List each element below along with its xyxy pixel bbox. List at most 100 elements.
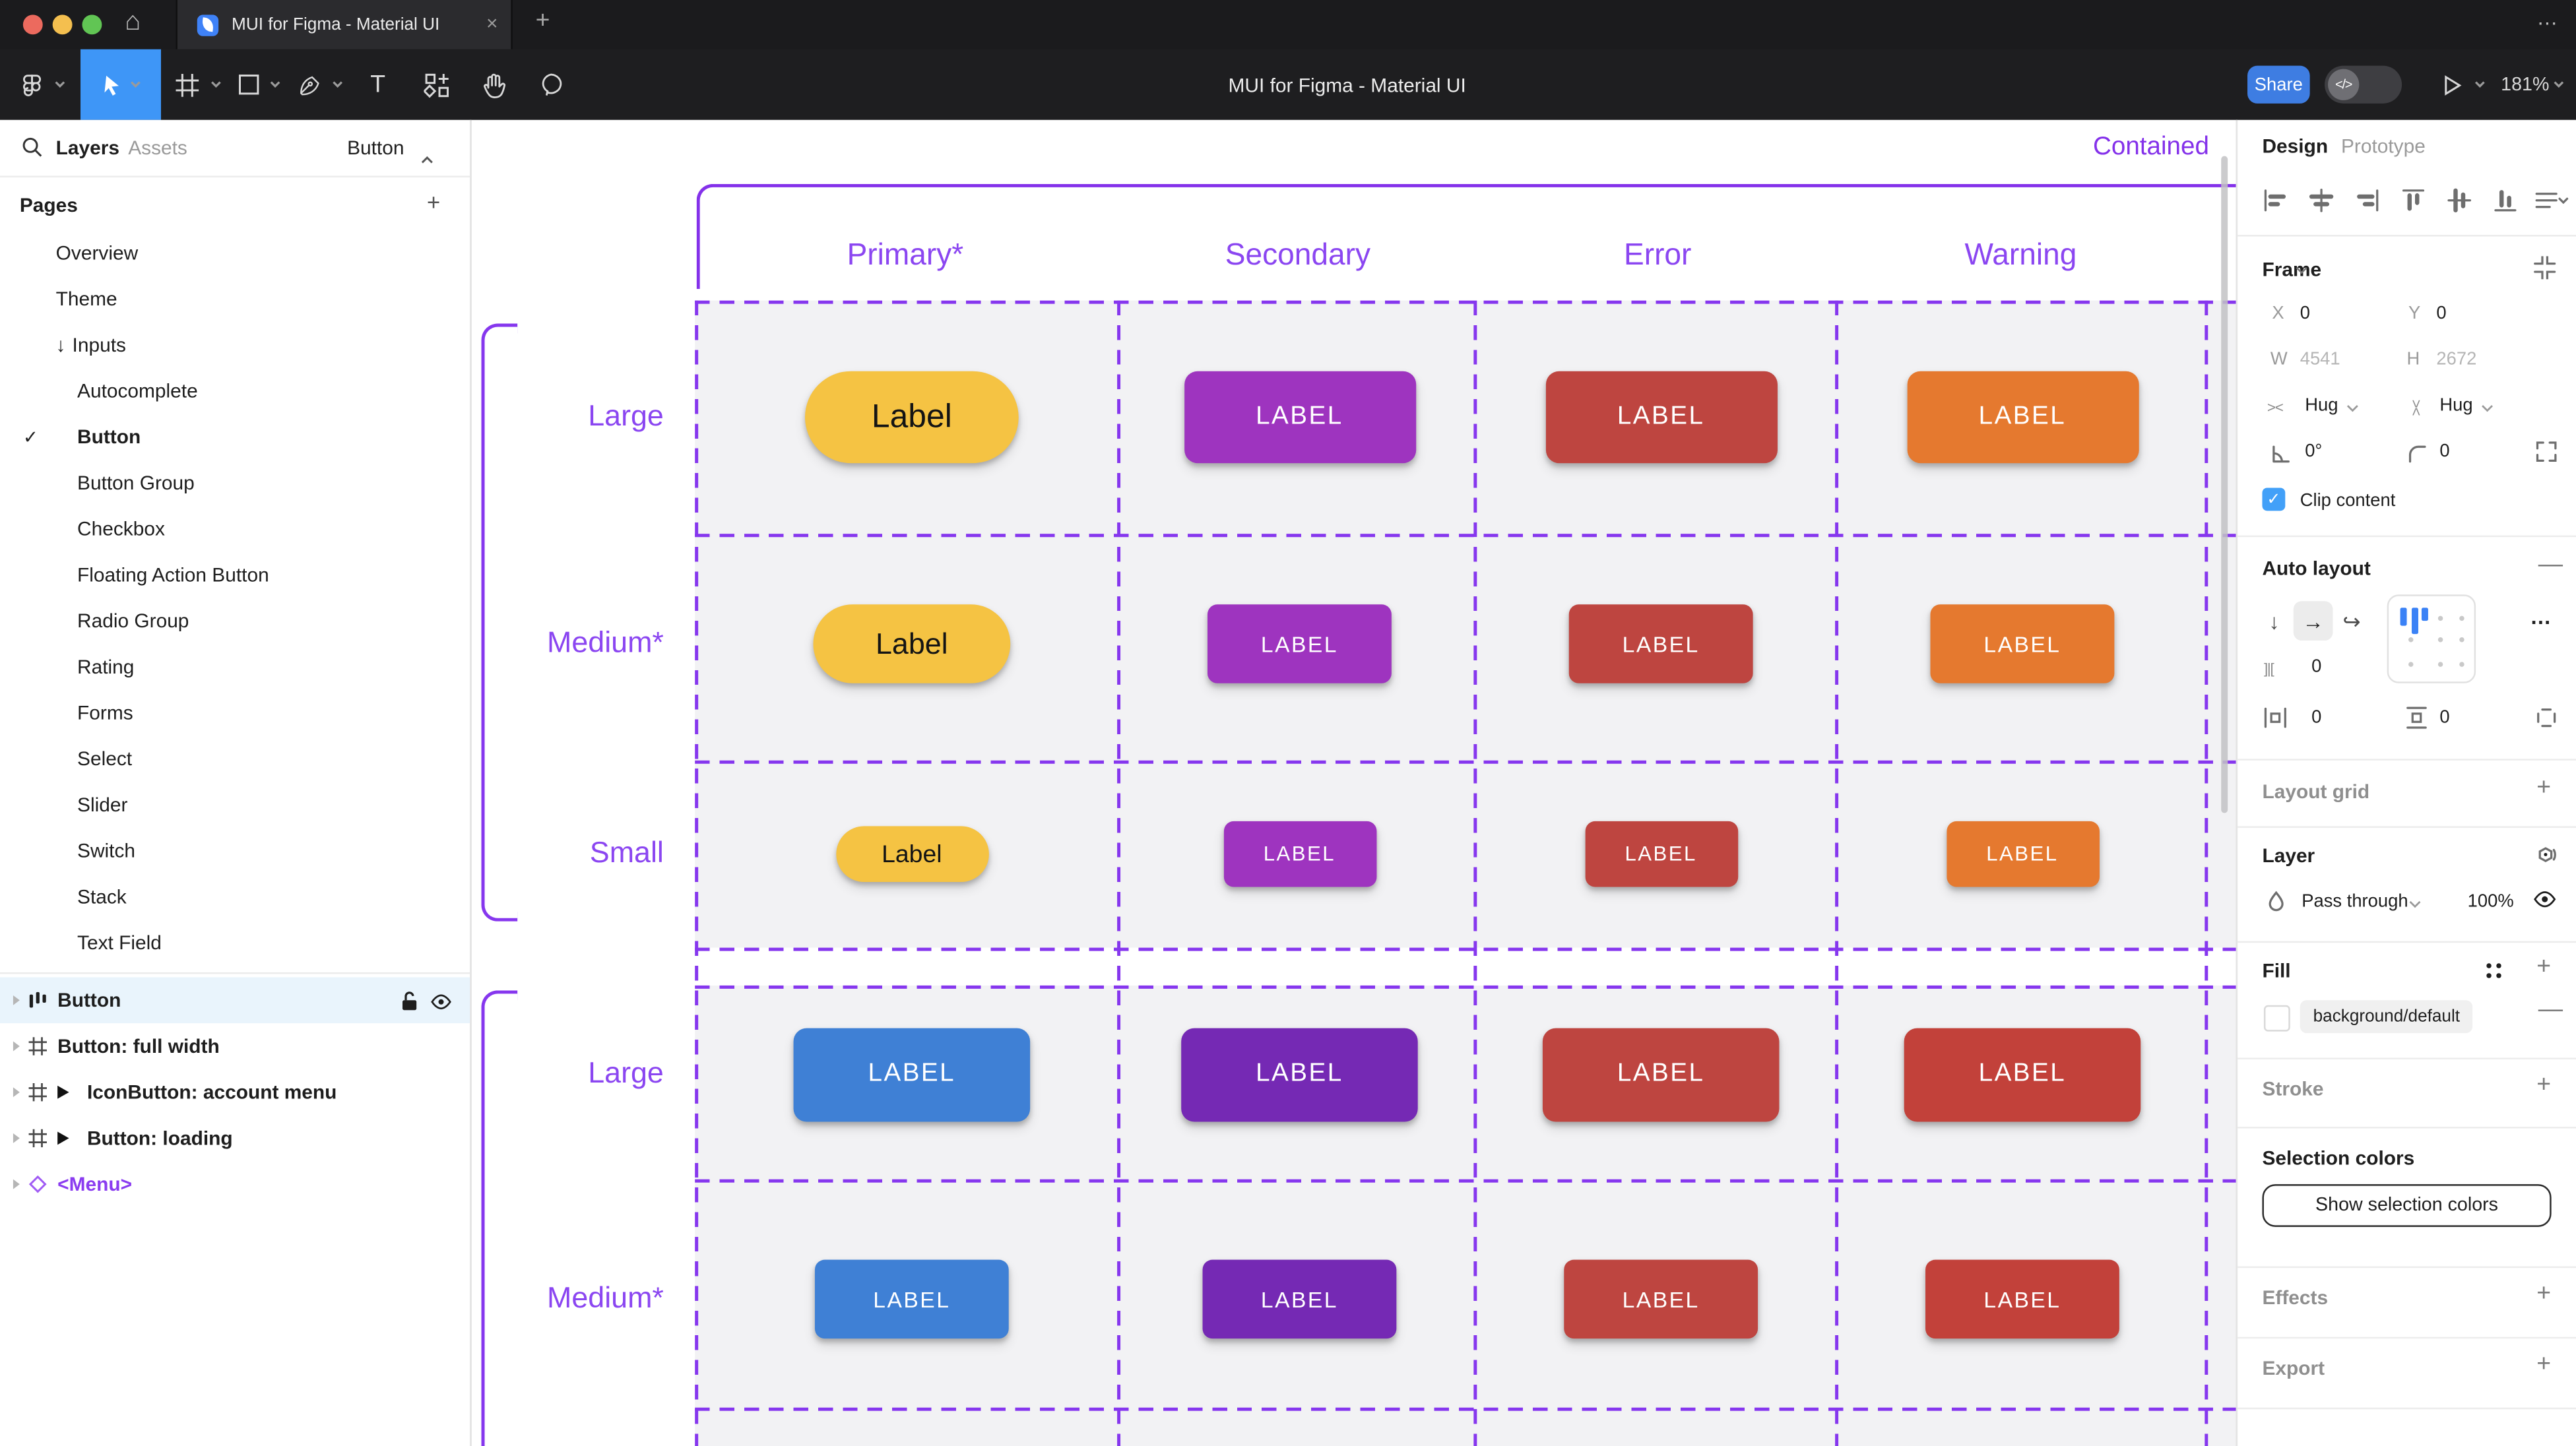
pen-tool-button[interactable]: [294, 49, 324, 120]
canvas-button[interactable]: LABEL: [814, 1259, 1009, 1339]
remove-auto-layout-button[interactable]: —: [2538, 550, 2563, 579]
auto-layout-wrap-icon[interactable]: ↩: [2342, 609, 2361, 635]
canvas-button[interactable]: LABEL: [1904, 1027, 2141, 1121]
h-value[interactable]: 2672: [2436, 350, 2477, 370]
add-effect-button[interactable]: +: [2536, 1279, 2552, 1307]
page-item-overview[interactable]: Overview: [0, 230, 470, 276]
frame-section-title[interactable]: Frame: [2262, 257, 2322, 281]
canvas-button[interactable]: LABEL: [1925, 1259, 2119, 1339]
text-tool-button[interactable]: T: [370, 71, 386, 99]
tidy-up-icon[interactable]: [2533, 185, 2569, 223]
add-page-button[interactable]: +: [426, 189, 441, 216]
page-selector-chevron-up-icon[interactable]: [420, 143, 434, 173]
chevron-right-icon[interactable]: [13, 995, 20, 1005]
canvas-button[interactable]: LABEL: [1223, 821, 1376, 887]
canvas-scrollbar[interactable]: [2220, 156, 2228, 813]
canvas-button[interactable]: LABEL: [1564, 1259, 1758, 1339]
layer-visibility-eye-icon[interactable]: [2533, 890, 2556, 908]
frame-name-label[interactable]: Contained: [2093, 133, 2209, 162]
add-layout-grid-button[interactable]: +: [2536, 773, 2552, 802]
horizontal-padding-value[interactable]: 0: [2311, 708, 2322, 728]
blend-mode-chevron-icon[interactable]: [2408, 900, 2422, 908]
individual-padding-icon[interactable]: [2535, 707, 2558, 730]
w-value[interactable]: 4541: [2300, 350, 2340, 370]
page-item-radio-group[interactable]: Radio Group: [0, 598, 470, 644]
gap-value[interactable]: 0: [2311, 656, 2322, 677]
auto-layout-right-icon[interactable]: →: [2293, 601, 2333, 641]
resources-tool-button[interactable]: [420, 49, 453, 120]
clip-content-checkbox[interactable]: ✓: [2262, 487, 2286, 511]
zoom-level[interactable]: 181%: [2501, 75, 2550, 95]
page-item-forms[interactable]: Forms: [0, 690, 470, 736]
blend-mode-badge-icon[interactable]: [2533, 842, 2558, 867]
layer-item-button-full-width[interactable]: Button: full width: [0, 1023, 470, 1069]
x-value[interactable]: 0: [2300, 303, 2310, 324]
dev-mode-toggle[interactable]: </>: [2325, 65, 2402, 104]
align-top-icon[interactable]: [2399, 185, 2428, 223]
layer-item--menu-[interactable]: <Menu>: [0, 1161, 470, 1207]
fill-color-swatch[interactable]: [2263, 1005, 2290, 1032]
auto-layout-down-icon[interactable]: ↓: [2269, 609, 2280, 635]
canvas-button[interactable]: LABEL: [1906, 371, 2139, 464]
align-vertical-center-icon[interactable]: [2445, 185, 2474, 223]
show-selection-colors-button[interactable]: Show selection colors: [2262, 1184, 2552, 1227]
canvas-button[interactable]: Label: [813, 604, 1011, 683]
shape-tool-button[interactable]: [235, 49, 261, 120]
fill-style-pill[interactable]: background/default: [2300, 1000, 2473, 1034]
move-tool-button[interactable]: [80, 49, 162, 120]
main-menu-chevron-icon[interactable]: [51, 49, 67, 120]
align-bottom-icon[interactable]: [2491, 185, 2521, 223]
unlock-icon[interactable]: [401, 990, 419, 1017]
page-item-button[interactable]: ✓ Button: [0, 414, 470, 460]
pen-tool-chevron-icon[interactable]: [329, 49, 345, 120]
page-selector[interactable]: Button: [347, 136, 404, 160]
fill-styles-icon[interactable]: [2484, 961, 2504, 981]
canvas-button[interactable]: Label: [835, 826, 988, 883]
layer-item-button[interactable]: Button: [0, 977, 470, 1024]
chevron-right-icon[interactable]: [13, 1133, 20, 1143]
hug-v-chevron-icon[interactable]: [2481, 404, 2494, 412]
opacity-value[interactable]: 100%: [2467, 891, 2514, 912]
frame-tool-chevron-icon[interactable]: [207, 49, 224, 120]
minimize-window-button[interactable]: [52, 15, 73, 35]
present-button[interactable]: [2438, 49, 2464, 120]
chevron-right-icon[interactable]: [13, 1087, 20, 1098]
hug-h-chevron-icon[interactable]: [2346, 404, 2359, 412]
main-menu-figma-icon[interactable]: [13, 49, 49, 120]
present-chevron-icon[interactable]: [2471, 49, 2488, 120]
hug-horizontal-value[interactable]: Hug: [2305, 396, 2338, 416]
frame-tool-button[interactable]: [174, 49, 201, 120]
align-right-icon[interactable]: [2352, 185, 2382, 223]
tab-assets[interactable]: Assets: [128, 136, 187, 160]
blend-mode-value[interactable]: Pass through: [2302, 891, 2408, 912]
chevron-right-icon[interactable]: [13, 1041, 20, 1052]
tab-design[interactable]: Design: [2262, 135, 2329, 158]
comment-tool-button[interactable]: [534, 49, 567, 120]
canvas-button[interactable]: LABEL: [1183, 371, 1415, 464]
hug-vertical-value[interactable]: Hug: [2439, 396, 2473, 416]
home-icon[interactable]: ⌂: [125, 8, 141, 36]
page-item-floating-action-button[interactable]: Floating Action Button: [0, 552, 470, 598]
add-fill-button[interactable]: +: [2536, 953, 2552, 981]
canvas-button[interactable]: Label: [805, 371, 1019, 464]
visibility-eye-icon[interactable]: [430, 992, 451, 1015]
canvas-button[interactable]: LABEL: [1202, 1259, 1397, 1339]
page-item-slider[interactable]: Slider: [0, 782, 470, 828]
page-item-text-field[interactable]: Text Field: [0, 920, 470, 966]
remove-fill-button[interactable]: —: [2538, 995, 2563, 1024]
auto-layout-alignment-grid[interactable]: [2387, 594, 2476, 683]
page-item-button-group[interactable]: Button Group: [0, 460, 470, 506]
close-tab-icon[interactable]: ×: [486, 11, 498, 35]
new-tab-button[interactable]: +: [535, 6, 550, 35]
share-button[interactable]: Share: [2247, 65, 2310, 104]
independent-corners-icon[interactable]: [2535, 440, 2558, 463]
align-horizontal-center-icon[interactable]: [2307, 185, 2336, 223]
canvas-button[interactable]: LABEL: [1584, 821, 1737, 887]
window-more-icon[interactable]: …: [2536, 5, 2560, 30]
shape-tool-chevron-icon[interactable]: [266, 49, 282, 120]
canvas-button[interactable]: LABEL: [793, 1027, 1031, 1121]
page-item-switch[interactable]: Switch: [0, 828, 470, 874]
zoom-chevron-icon[interactable]: [2550, 49, 2566, 120]
layer-item-iconbutton-account-menu[interactable]: IconButton: account menu: [0, 1069, 470, 1116]
tab-prototype[interactable]: Prototype: [2340, 135, 2426, 158]
